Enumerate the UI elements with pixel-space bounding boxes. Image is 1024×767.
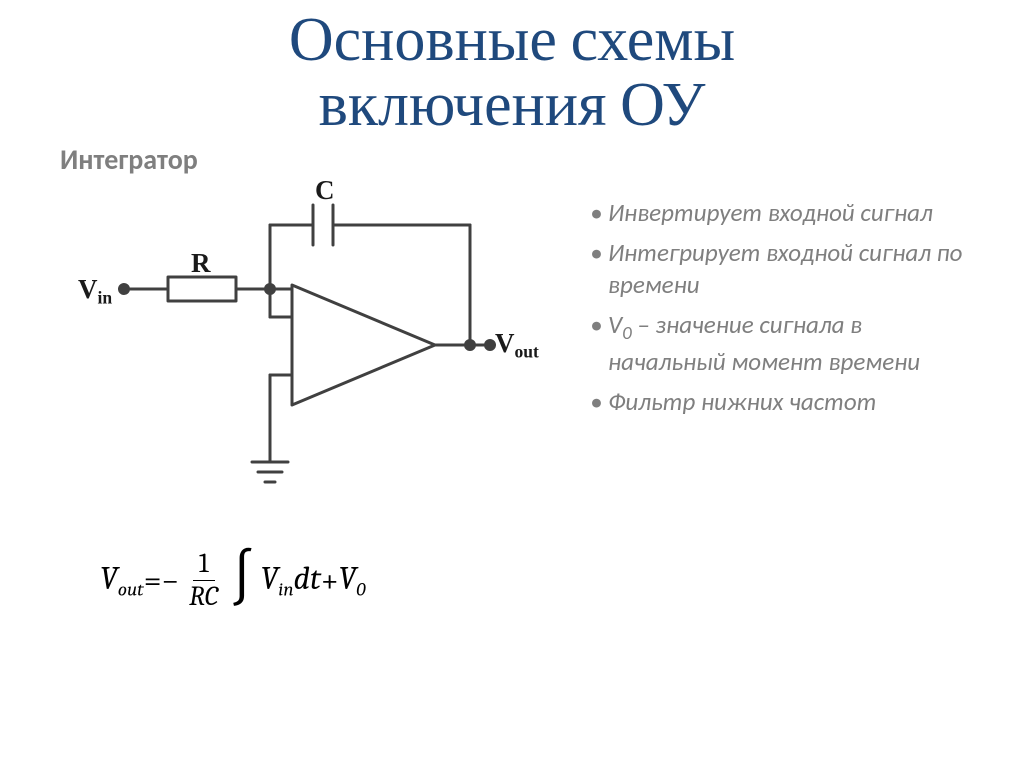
- bullet-item: Фильтр нижних частот: [590, 386, 984, 418]
- formula-fraction: 1 RC: [183, 548, 224, 611]
- bullet-item: V0 – значение сигнала в начальный момент…: [590, 309, 984, 378]
- title-line-2: включения ОУ: [319, 69, 706, 141]
- subtitle: Интегратор: [0, 142, 1024, 177]
- bullet-item: Интегрирует входной сигнал по времени: [590, 237, 984, 301]
- bullet-list: Инвертирует входной сигнал Интегрирует в…: [590, 197, 984, 418]
- circuit-diagram: C R Vin Vout – +: [40, 177, 580, 547]
- formula-plus: +: [321, 562, 339, 599]
- bullet-item: Инвертирует входной сигнал: [590, 197, 984, 229]
- formula-negative: −: [161, 562, 179, 599]
- page-title: Основные схемы включения ОУ: [0, 0, 1024, 138]
- formula: Vout = − 1 RC ∫ Vindt + V0: [40, 547, 580, 613]
- formula-equals: =: [144, 562, 162, 599]
- circuit-svg: [40, 177, 580, 547]
- integral-sign: ∫: [230, 545, 254, 611]
- title-line-1: Основные схемы: [289, 4, 735, 76]
